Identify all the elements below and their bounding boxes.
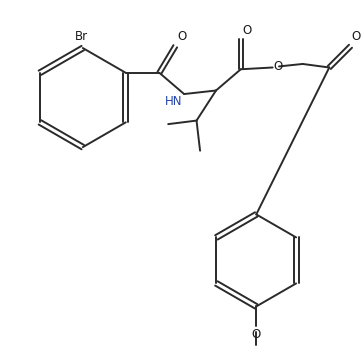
Text: O: O (252, 328, 261, 341)
Text: O: O (177, 30, 186, 43)
Text: O: O (274, 60, 283, 73)
Text: O: O (352, 30, 361, 43)
Text: O: O (243, 24, 252, 37)
Text: HN: HN (165, 95, 182, 108)
Text: Br: Br (74, 30, 88, 43)
